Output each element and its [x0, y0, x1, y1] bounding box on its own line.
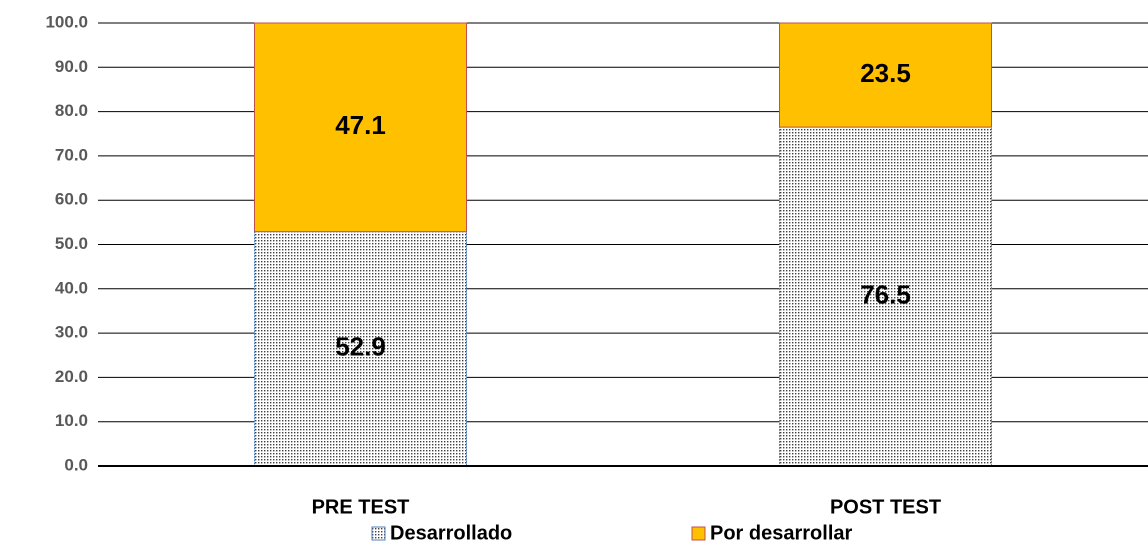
y-tick-label: 70.0 — [55, 145, 88, 164]
y-tick-label: 40.0 — [55, 278, 88, 297]
bar-segment — [254, 231, 467, 467]
y-tick-label: 20.0 — [55, 367, 88, 386]
y-tick-label: 0.0 — [64, 455, 88, 474]
y-tick-label: 30.0 — [55, 323, 88, 342]
data-label: 76.5 — [860, 279, 911, 309]
bar-segment — [254, 22, 467, 233]
x-tick-label: PRE TEST — [312, 496, 410, 518]
data-label: 47.1 — [335, 110, 386, 140]
y-tick-label: 100.0 — [45, 12, 88, 31]
y-tick-label: 80.0 — [55, 101, 88, 120]
legend-label: Desarrollado — [390, 522, 512, 544]
data-label: 23.5 — [860, 58, 911, 88]
y-tick-label: 10.0 — [55, 411, 88, 430]
y-tick-label: 50.0 — [55, 234, 88, 253]
legend-swatch — [691, 526, 706, 541]
y-tick-label: 60.0 — [55, 190, 88, 209]
legend-swatch — [371, 526, 386, 541]
legend-label: Por desarrollar — [710, 522, 853, 544]
y-tick-label: 90.0 — [55, 57, 88, 76]
data-label: 52.9 — [335, 332, 386, 362]
x-tick-label: POST TEST — [830, 496, 941, 518]
bar-segment — [779, 22, 992, 128]
